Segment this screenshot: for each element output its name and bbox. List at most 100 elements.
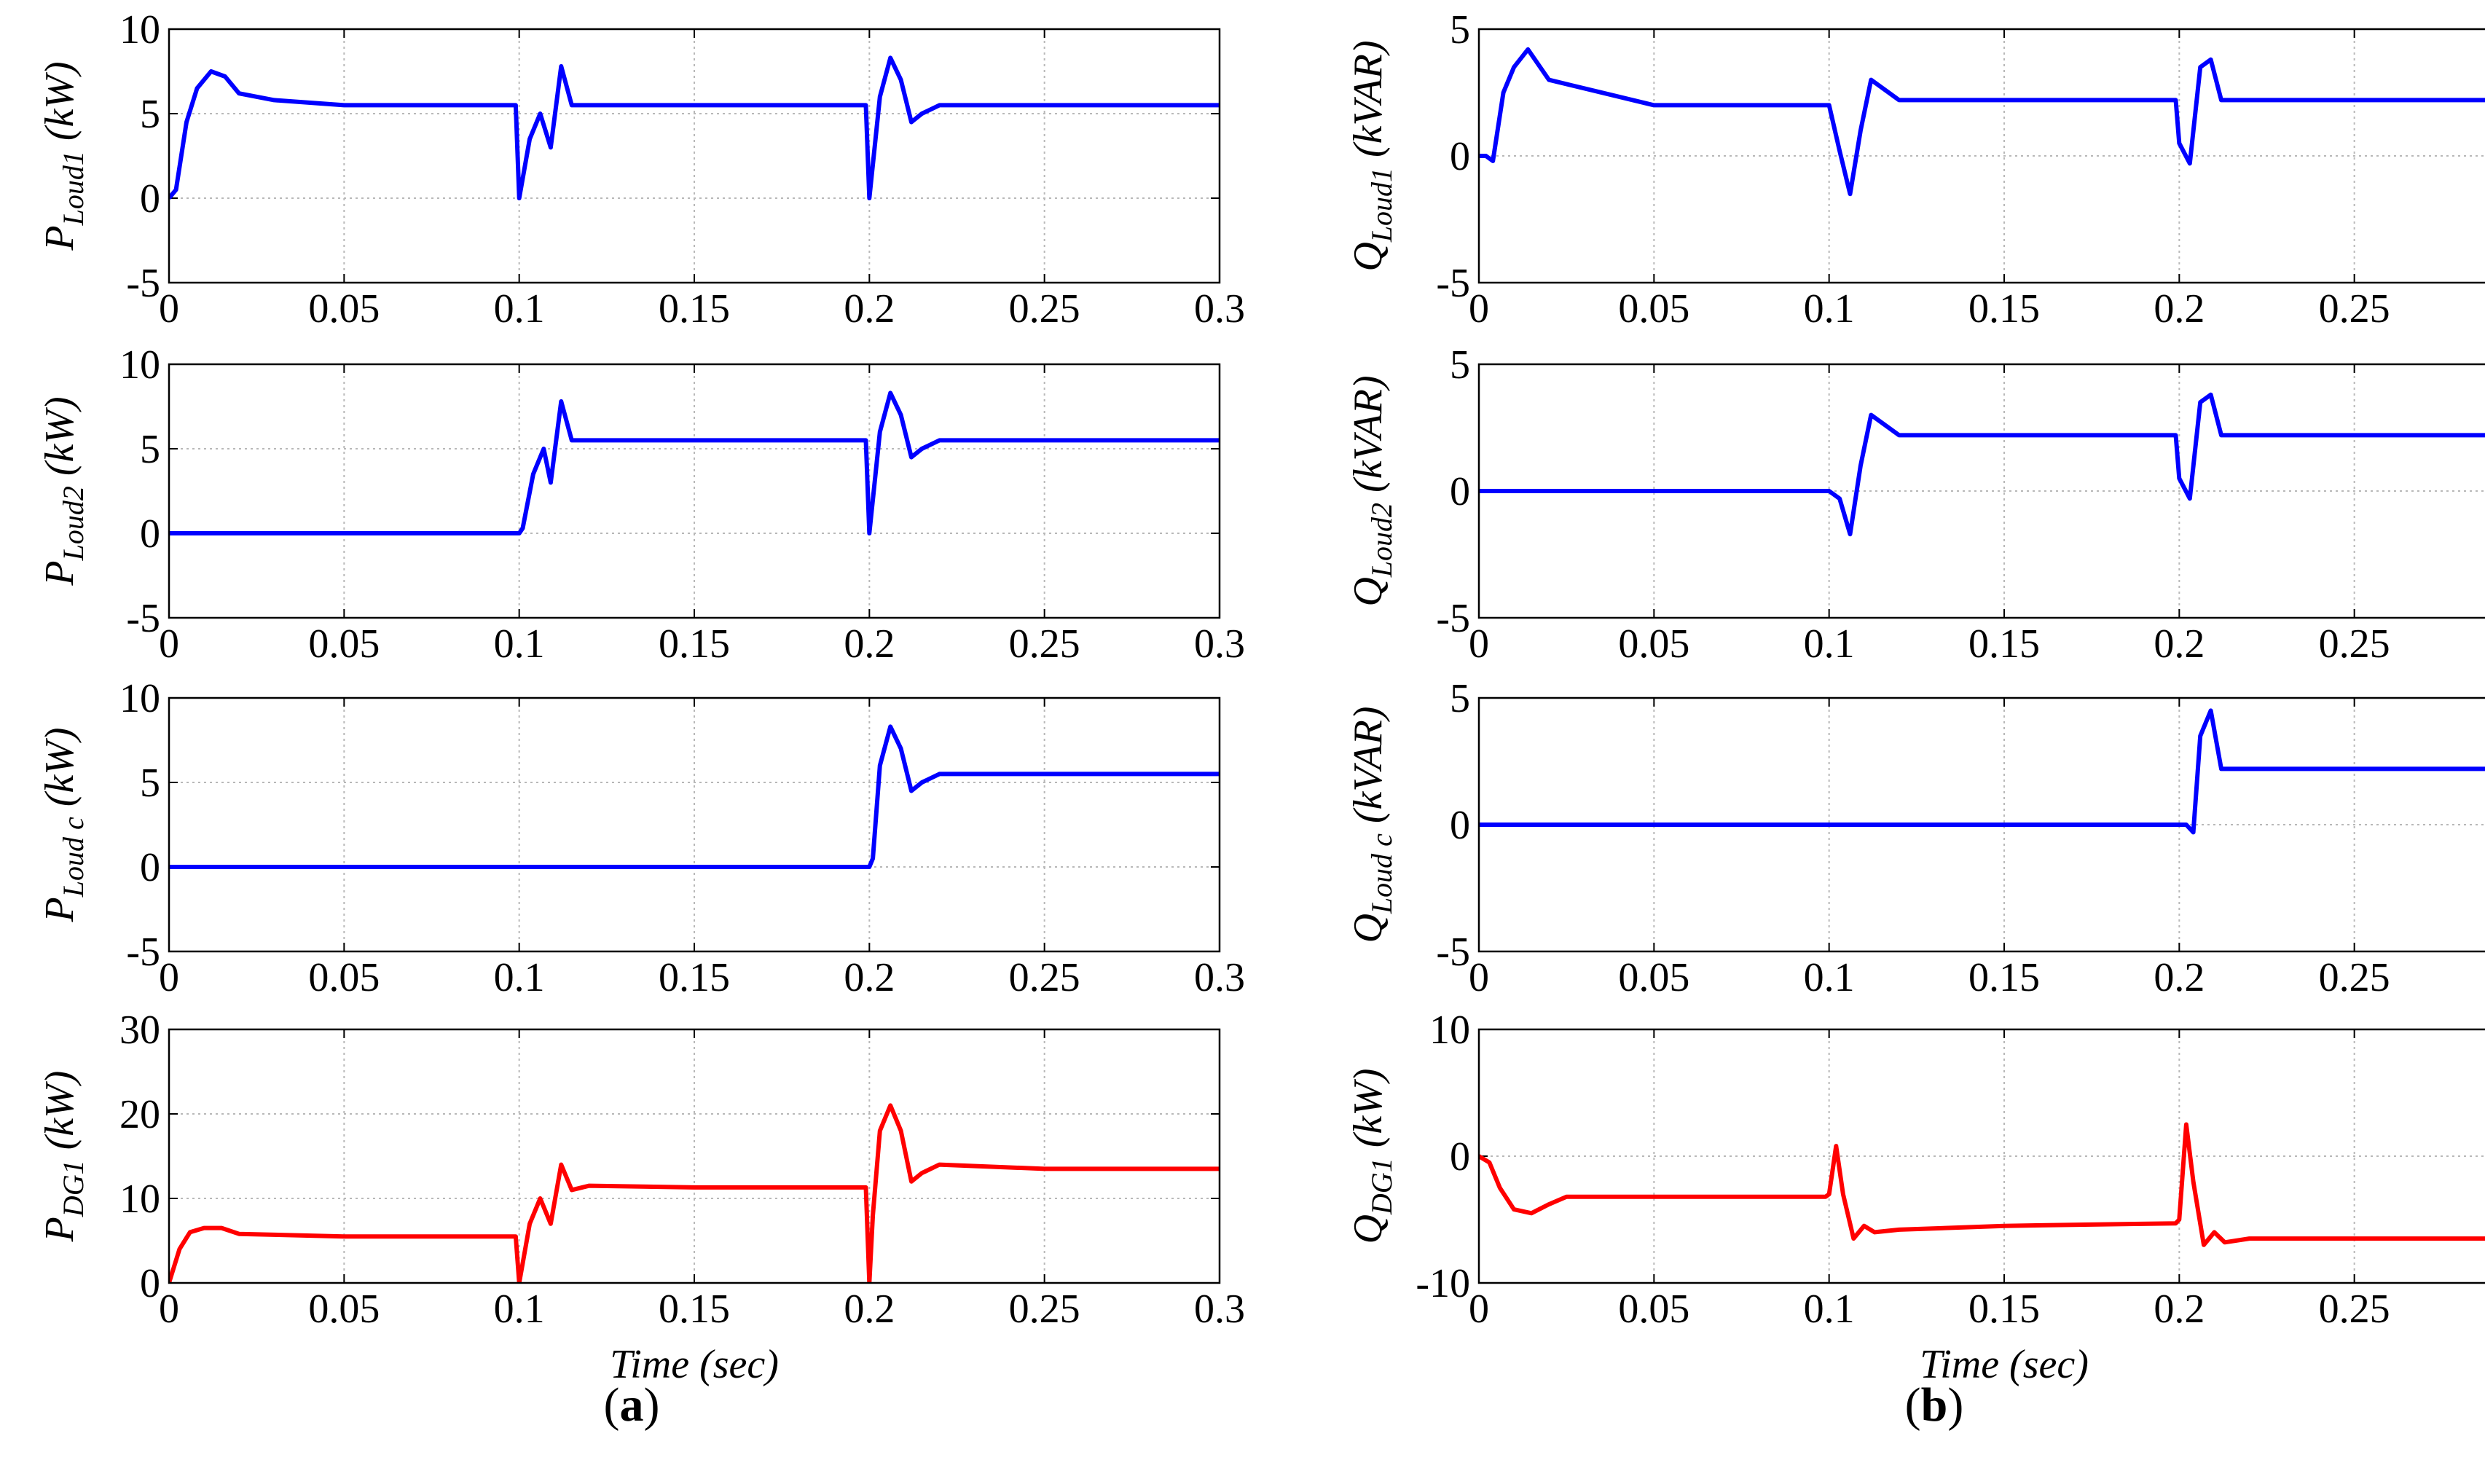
p-dg1-xtick-label: 0.2 <box>844 1287 895 1332</box>
q-loadc-series-line <box>1479 708 2485 835</box>
q-load2-ytick-label: 5 <box>1450 342 1470 388</box>
p-loadc-xtick-label: 0.25 <box>1009 955 1080 1000</box>
p-dg1-ytick-label: 10 <box>119 1177 160 1222</box>
q-loadc-ytick-label: -5 <box>1436 930 1470 975</box>
p-load1-xtick-label: 0.1 <box>494 286 545 331</box>
p-dg1-series-line <box>169 1103 1220 1283</box>
p-load1-ylabel: PLoud1 (kW) <box>37 61 90 251</box>
p-loadc-xtick-label: 0.3 <box>1194 955 1245 1000</box>
p-load2-axes-frame <box>168 363 1221 619</box>
p-dg1-xtick-label: 0.25 <box>1009 1287 1080 1332</box>
p-load2-xtick-label: 0.15 <box>659 621 730 667</box>
p-load2-ytick-label: 0 <box>140 511 160 557</box>
q-load1-ytick-label: 0 <box>1450 134 1470 179</box>
p-loadc-xtick-label: 0.1 <box>494 955 545 1000</box>
p-load1-xtick-label: 0.15 <box>659 286 730 331</box>
p-loadc-ytick-label: 0 <box>140 845 160 890</box>
p-load2-ytick-label: 5 <box>140 427 160 472</box>
p-load1-xtick-label: 0 <box>159 286 179 331</box>
q-load2-ylabel: QLoud2 (kVAR) <box>1346 375 1398 606</box>
p-load2-xtick-label: 0.2 <box>844 621 895 667</box>
p-load2-xtick-label: 0 <box>159 621 179 667</box>
p-loadc-ylabel: PLoud c (kW) <box>37 727 90 922</box>
q-loadc-xtick-label: 0 <box>1469 955 1489 1000</box>
q-load2-series-line <box>1479 392 2485 537</box>
p-dg1-axes-frame <box>168 1028 1221 1284</box>
p-loadc-ytick-label: -5 <box>126 930 160 975</box>
p-dg1-xtick-label: 0.3 <box>1194 1287 1245 1332</box>
p-load1-xtick-label: 0.05 <box>308 286 380 331</box>
q-dg1-xtick-label: 0.2 <box>2154 1287 2205 1332</box>
p-load1-ytick-label: 10 <box>119 7 160 52</box>
p-load2-ytick-label: 10 <box>119 342 160 388</box>
p-dg1-xtick-label: 0.15 <box>659 1287 730 1332</box>
p-load2-xtick-label: 0.05 <box>308 621 380 667</box>
q-load1-ylabel: QLoud1 (kVAR) <box>1346 40 1398 271</box>
q-load1-xtick-label: 0.1 <box>1804 286 1855 331</box>
q-load2-axes-frame <box>1477 363 2485 619</box>
p-load2-xtick-label: 0.25 <box>1009 621 1080 667</box>
q-load2-xtick-label: 0 <box>1469 621 1489 667</box>
q-dg1-ylabel: QDG1 (kW) <box>1346 1068 1398 1244</box>
p-loadc-xtick-label: 0.05 <box>308 955 380 1000</box>
q-dg1-xtick-label: 0.25 <box>2319 1287 2390 1332</box>
p-loadc-ytick-label: 5 <box>140 761 160 806</box>
q-load2-ytick-label: -5 <box>1436 596 1470 641</box>
p-loadc-xtick-label: 0 <box>159 955 179 1000</box>
p-load2-xtick-label: 0.1 <box>494 621 545 667</box>
q-loadc-ytick-label: 0 <box>1450 803 1470 848</box>
q-load1-ytick-label: -5 <box>1436 261 1470 306</box>
p-loadc-axes-frame <box>168 696 1221 953</box>
q-dg1-axes-frame <box>1477 1028 2485 1284</box>
p-dg1-ytick-label: 30 <box>119 1008 160 1053</box>
q-dg1-series-line <box>1479 1122 2485 1247</box>
q-load2-xtick-label: 0.05 <box>1618 621 1689 667</box>
p-load2-plot-area <box>169 364 1220 618</box>
p-dg1-xtick-label: 0.1 <box>494 1287 545 1332</box>
q-dg1-xtick-label: 0.05 <box>1618 1287 1689 1332</box>
q-load1-ytick-label: 5 <box>1450 7 1470 52</box>
q-loadc-axes-frame <box>1477 696 2485 953</box>
q-dg1-ytick-label: -10 <box>1416 1261 1470 1306</box>
p-dg1-ytick-label: 20 <box>119 1092 160 1137</box>
q-dg1-ytick-label: 10 <box>1429 1008 1470 1053</box>
q-loadc-xtick-label: 0.1 <box>1804 955 1855 1000</box>
p-load2-ylabel: PLoud2 (kW) <box>37 396 90 586</box>
p-load1-series-line <box>169 55 1220 200</box>
panel-label-b: (b) <box>1905 1378 1964 1432</box>
p-dg1-xtick-label: 0.05 <box>308 1287 380 1332</box>
q-load2-xtick-label: 0.15 <box>1968 621 2040 667</box>
panel-label-a: (a) <box>604 1378 660 1432</box>
q-loadc-xtick-label: 0.25 <box>2319 955 2390 1000</box>
q-dg1-xlabel: Time (sec) <box>1920 1342 2089 1387</box>
q-loadc-xtick-label: 0.05 <box>1618 955 1689 1000</box>
q-load1-xtick-label: 0.2 <box>2154 286 2205 331</box>
q-load1-xtick-label: 0 <box>1469 286 1489 331</box>
p-load2-ytick-label: -5 <box>126 596 160 641</box>
q-load2-ytick-label: 0 <box>1450 469 1470 514</box>
p-load1-xtick-label: 0.2 <box>844 286 895 331</box>
q-dg1-xtick-label: 0 <box>1469 1287 1489 1332</box>
p-dg1-xlabel: Time (sec) <box>610 1342 779 1387</box>
p-loadc-ytick-label: 10 <box>119 676 160 721</box>
q-load1-xtick-label: 0.25 <box>2319 286 2390 331</box>
chart-p-dg1: 0 0.05 0.1 0.15 0.2 0.25 0.3 0 10 20 30 PDG1 (kW) Ti… <box>37 1008 1245 1387</box>
q-loadc-ylabel: QLoud c (kVAR) <box>1346 706 1398 943</box>
q-load2-xtick-label: 0.1 <box>1804 621 1855 667</box>
p-load2-series-line <box>169 390 1220 535</box>
p-load1-plot-area <box>169 29 1220 283</box>
p-dg1-plot-area <box>169 1029 1220 1283</box>
q-loadc-xtick-label: 0.15 <box>1968 955 2040 1000</box>
p-loadc-xtick-label: 0.15 <box>659 955 730 1000</box>
q-loadc-xtick-label: 0.2 <box>2154 955 2205 1000</box>
q-dg1-ytick-label: 0 <box>1450 1134 1470 1179</box>
p-loadc-xtick-label: 0.2 <box>844 955 895 1000</box>
